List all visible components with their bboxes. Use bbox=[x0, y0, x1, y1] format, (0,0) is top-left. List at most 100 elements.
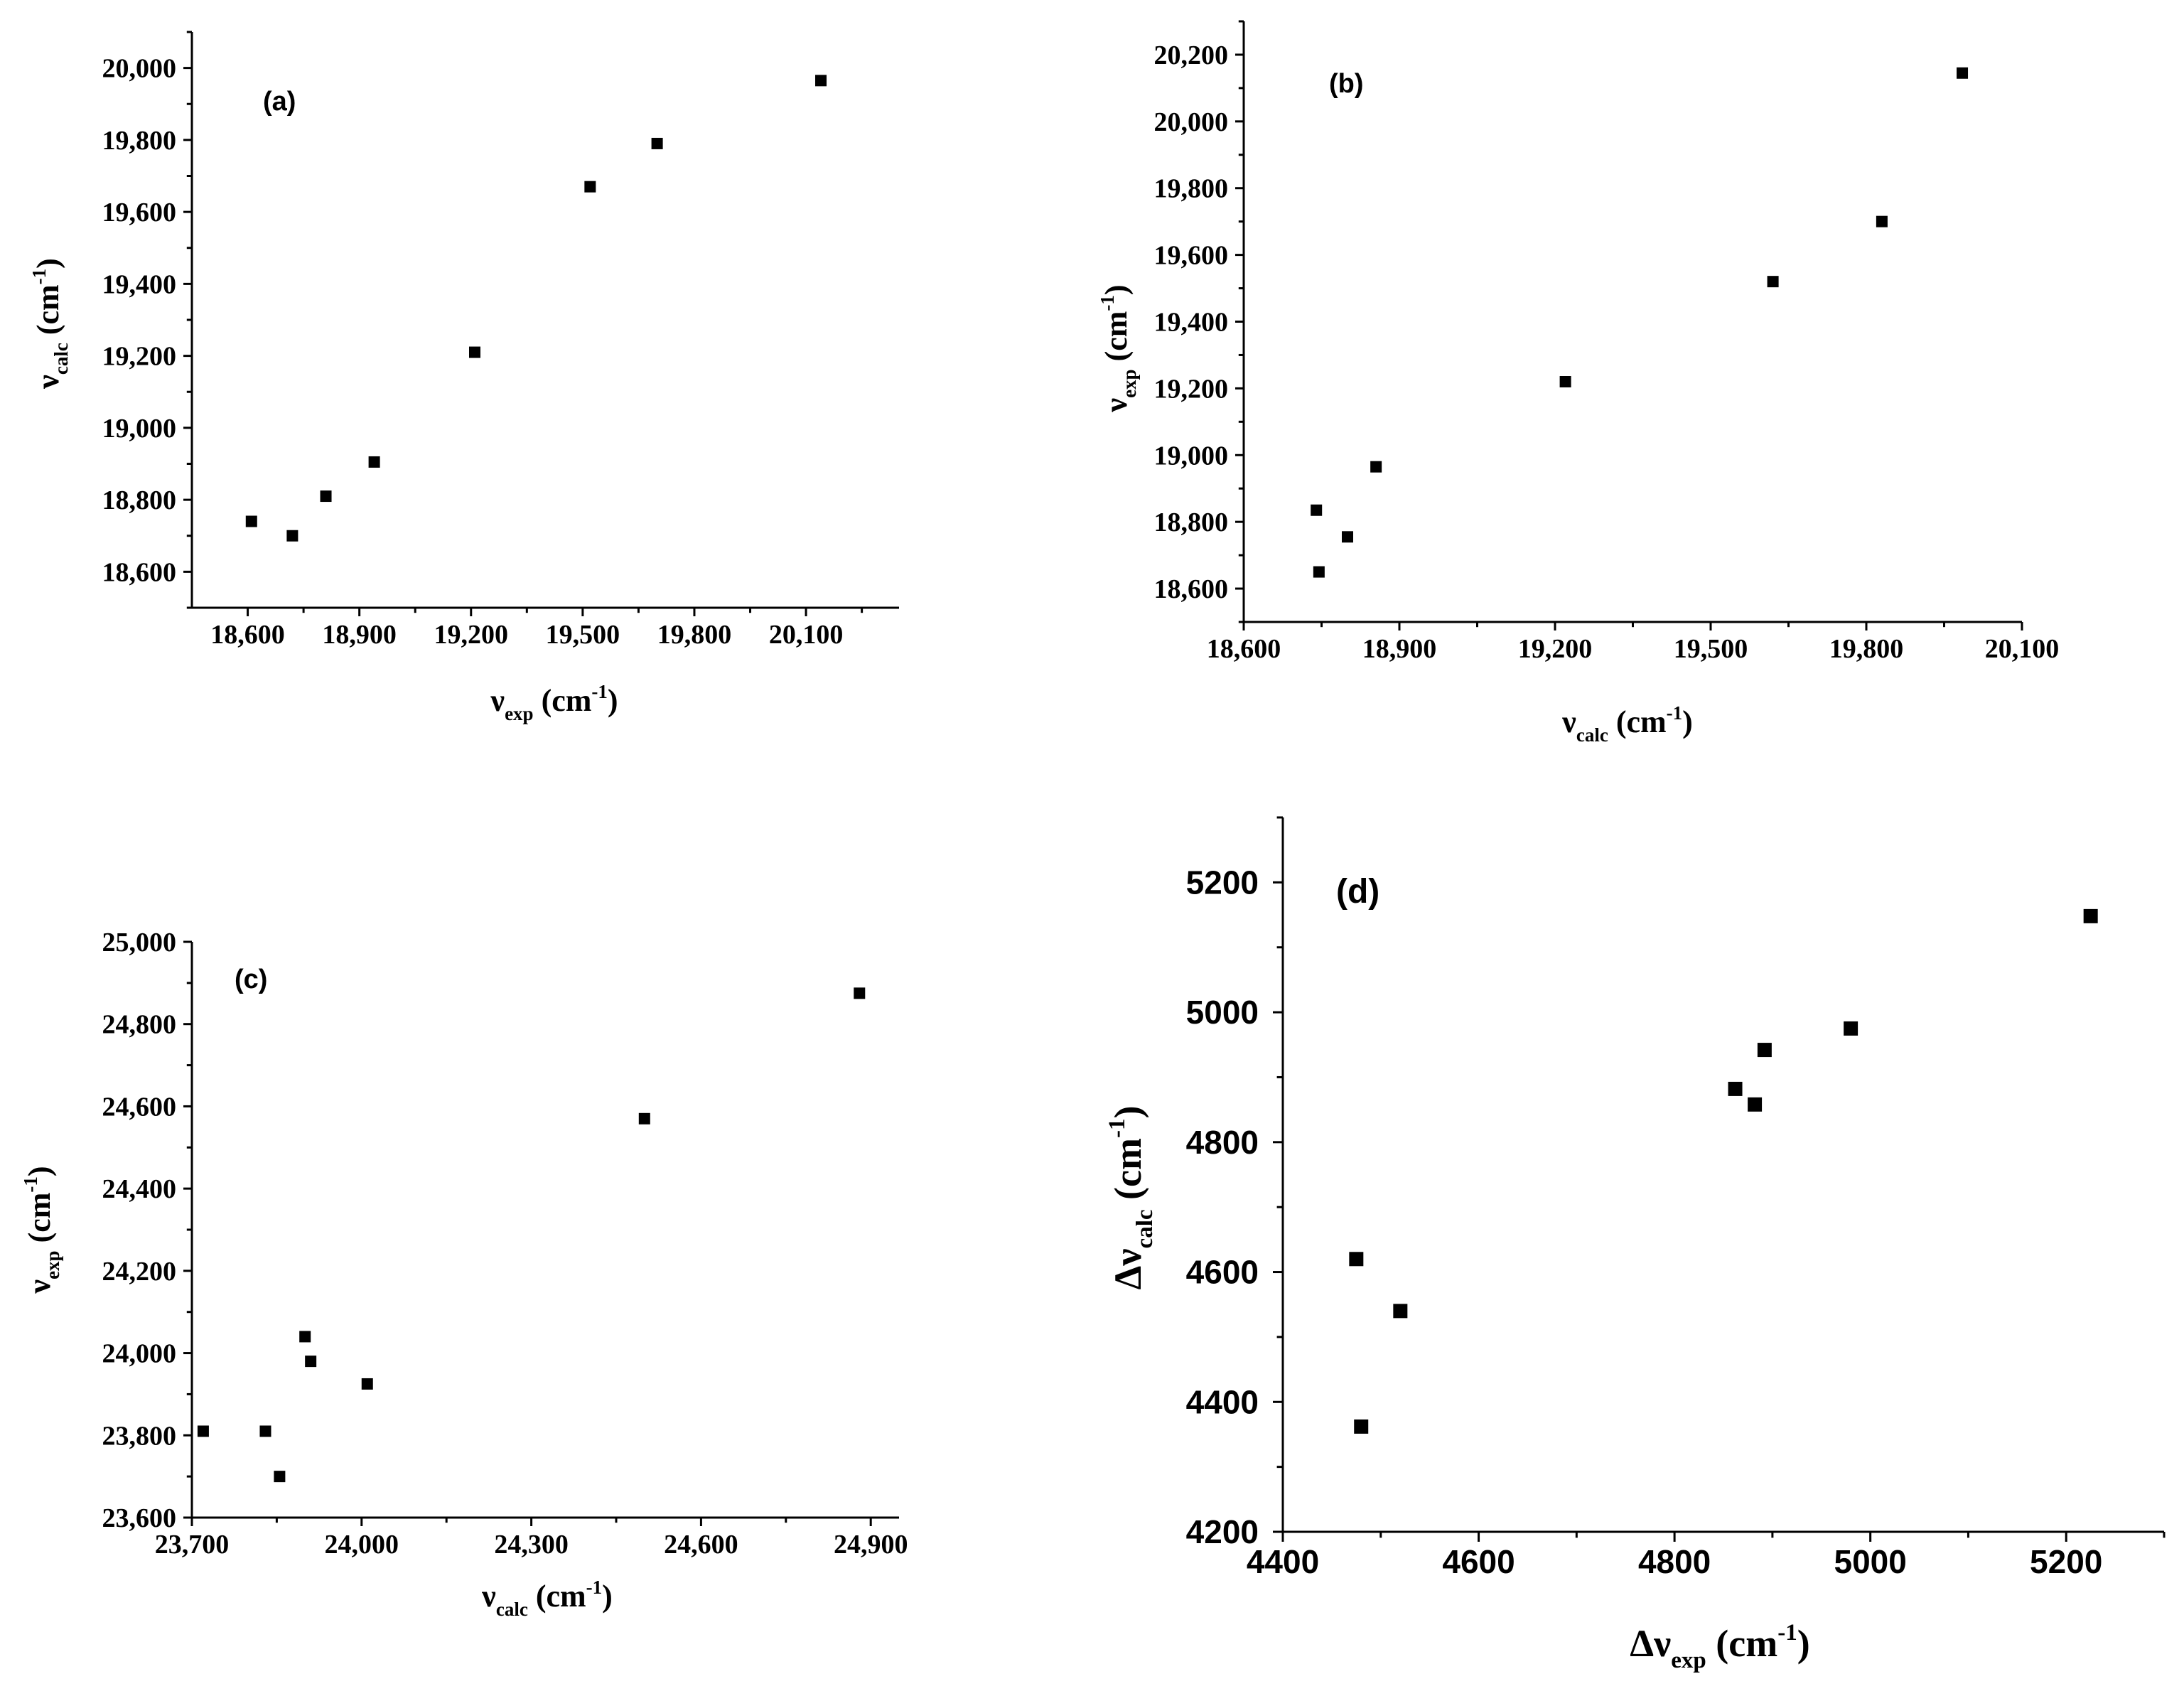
data-point bbox=[1748, 1097, 1763, 1112]
y-tick-label: 19,200 bbox=[102, 342, 177, 372]
data-point bbox=[1728, 1081, 1743, 1096]
data-point bbox=[305, 1356, 317, 1368]
x-tick-label: 4800 bbox=[1638, 1543, 1711, 1580]
panel-label: (c) bbox=[235, 965, 267, 994]
x-tick-label: 19,800 bbox=[1829, 634, 1904, 664]
x-tick-label: 24,900 bbox=[834, 1530, 908, 1560]
x-tick-label: 20,100 bbox=[1985, 634, 2060, 664]
data-point bbox=[2083, 908, 2098, 923]
data-point bbox=[638, 1112, 650, 1125]
x-tick-label: 24,600 bbox=[664, 1530, 738, 1560]
x-tick-label: 5200 bbox=[2030, 1543, 2102, 1580]
data-point bbox=[286, 530, 298, 542]
data-point bbox=[1767, 276, 1779, 288]
y-tick-label: 24,000 bbox=[102, 1339, 177, 1369]
y-axis-title: νexp (cm-1) bbox=[1097, 284, 1140, 412]
y-tick-label: 20,200 bbox=[1154, 41, 1229, 70]
x-tick-label: 5000 bbox=[1834, 1543, 1906, 1580]
y-tick-label: 20,000 bbox=[102, 54, 177, 84]
y-axis-title: νexp (cm-1) bbox=[20, 1166, 63, 1294]
y-tick-label: 4600 bbox=[1186, 1254, 1259, 1291]
y-tick-label: 19,400 bbox=[102, 269, 177, 299]
y-tick-label: 4800 bbox=[1186, 1124, 1259, 1161]
chart-panel-4: 4400 4600 4800 5000 520042004400460048005000… bbox=[1104, 816, 2166, 1673]
x-axis-title: νcalc (cm-1) bbox=[1561, 702, 1693, 746]
data-point bbox=[1313, 566, 1325, 578]
y-tick-label: 4400 bbox=[1186, 1383, 1259, 1420]
x-tick-label: 18,600 bbox=[210, 620, 285, 650]
data-point bbox=[469, 346, 480, 358]
y-tick-label: 19,000 bbox=[102, 414, 177, 444]
data-point bbox=[1844, 1021, 1858, 1036]
y-tick-label: 19,200 bbox=[1154, 374, 1229, 404]
y-tick-label: 24,800 bbox=[102, 1010, 177, 1040]
x-tick-label: 19,200 bbox=[434, 620, 509, 650]
data-point bbox=[361, 1378, 373, 1390]
data-point bbox=[1349, 1252, 1364, 1267]
x-axis-title: Δνexp (cm-1) bbox=[1630, 1620, 1809, 1673]
data-point bbox=[320, 490, 332, 503]
x-tick-label: 18,900 bbox=[1362, 634, 1437, 664]
chart-panel-1: 18,600 18,900 19,200 19,500 19,800 20,100 18,6… bbox=[28, 31, 899, 724]
y-tick-label: 24,600 bbox=[102, 1092, 177, 1122]
y-tick-label: 5000 bbox=[1186, 994, 1259, 1031]
data-point bbox=[1393, 1304, 1408, 1319]
x-tick-label: 19,800 bbox=[657, 620, 732, 650]
y-tick-label: 18,600 bbox=[1154, 574, 1229, 604]
x-tick-label: 19,200 bbox=[1518, 634, 1593, 664]
y-tick-label: 18,600 bbox=[102, 557, 177, 587]
data-point bbox=[1876, 215, 1888, 227]
x-tick-label: 18,900 bbox=[322, 620, 397, 650]
data-point bbox=[1342, 531, 1353, 543]
x-axis-title: νexp (cm-1) bbox=[490, 681, 618, 724]
y-tick-label: 19,000 bbox=[1154, 441, 1229, 471]
data-point bbox=[1354, 1419, 1369, 1434]
y-tick-label: 25,000 bbox=[102, 928, 177, 957]
y-tick-label: 4200 bbox=[1186, 1513, 1259, 1550]
x-tick-label: 23,700 bbox=[155, 1530, 230, 1560]
panel-label: (d) bbox=[1336, 873, 1379, 911]
data-point bbox=[854, 987, 866, 999]
x-tick-label: 24,300 bbox=[494, 1530, 569, 1560]
data-point bbox=[1559, 376, 1571, 387]
y-tick-label: 19,800 bbox=[102, 126, 177, 156]
data-point bbox=[245, 515, 257, 527]
x-tick-label: 19,500 bbox=[546, 620, 620, 650]
y-tick-label: 24,200 bbox=[102, 1257, 177, 1287]
data-point bbox=[274, 1471, 286, 1483]
x-tick-label: 4400 bbox=[1247, 1543, 1319, 1580]
x-tick-label: 24,000 bbox=[325, 1530, 399, 1560]
y-tick-label: 5200 bbox=[1186, 864, 1259, 901]
y-tick-label: 19,400 bbox=[1154, 308, 1229, 338]
y-tick-label: 18,800 bbox=[102, 485, 177, 515]
y-tick-label: 19,800 bbox=[1154, 174, 1229, 204]
x-axis-title: νcalc (cm-1) bbox=[481, 1577, 613, 1620]
data-point bbox=[1957, 67, 1969, 79]
x-tick-label: 20,100 bbox=[769, 620, 844, 650]
data-point bbox=[299, 1331, 311, 1343]
panel-label: (a) bbox=[263, 87, 296, 117]
data-point bbox=[259, 1425, 271, 1437]
chart-panel-3: 23,700 24,000 24,300 24,600 24,900 23,600 23,8… bbox=[20, 928, 908, 1620]
x-tick-label: 18,600 bbox=[1207, 634, 1281, 664]
data-point bbox=[651, 137, 663, 149]
y-tick-label: 23,800 bbox=[102, 1421, 177, 1451]
panel-label: (b) bbox=[1329, 69, 1364, 99]
y-axis-title: νcalc (cm-1) bbox=[28, 258, 72, 390]
x-tick-label: 19,500 bbox=[1674, 634, 1748, 664]
data-point bbox=[1311, 504, 1323, 516]
data-point bbox=[1757, 1043, 1772, 1058]
y-tick-label: 18,800 bbox=[1154, 508, 1229, 537]
data-point bbox=[197, 1425, 209, 1437]
y-tick-label: 24,400 bbox=[102, 1174, 177, 1204]
x-tick-label: 4600 bbox=[1442, 1543, 1515, 1580]
y-axis-title: Δνcalc (cm-1) bbox=[1104, 1106, 1158, 1290]
y-tick-label: 19,600 bbox=[102, 198, 177, 227]
y-tick-label: 19,600 bbox=[1154, 241, 1229, 271]
data-point bbox=[1370, 461, 1382, 473]
data-point bbox=[368, 456, 380, 468]
y-tick-label: 20,000 bbox=[1154, 107, 1229, 137]
chart-panel-2: 18,600 18,900 19,200 19,500 19,800 20,100 18,6… bbox=[1097, 20, 2060, 746]
data-point bbox=[815, 75, 827, 87]
